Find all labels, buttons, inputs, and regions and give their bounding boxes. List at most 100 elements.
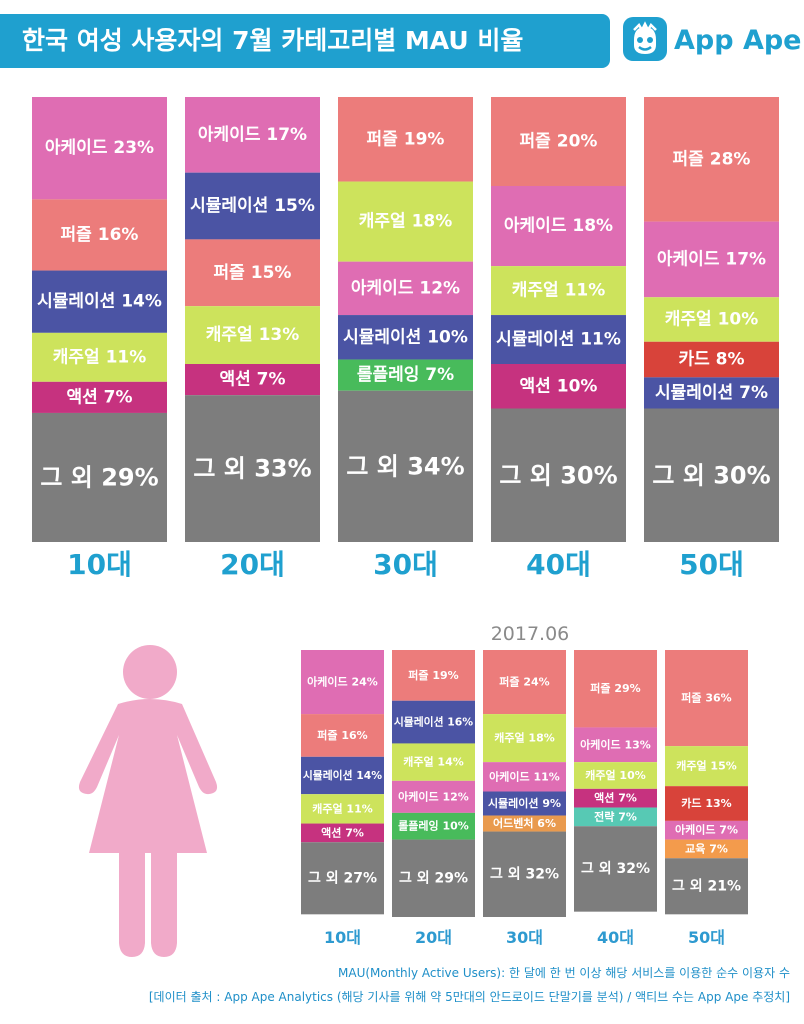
app-ape-logo-icon bbox=[623, 17, 667, 61]
age-group-label: 10대 bbox=[67, 548, 132, 581]
bar-segment-puzzle bbox=[644, 97, 779, 222]
bar-segment-action bbox=[301, 823, 384, 843]
bar-segment-arcade bbox=[392, 780, 475, 813]
bar-segment-puzzle bbox=[574, 650, 657, 728]
bar-segment-simulation bbox=[32, 270, 167, 333]
segment-label-other: 그 외 34% bbox=[346, 452, 464, 480]
bar-segment-puzzle bbox=[491, 97, 626, 186]
bar-segment-card bbox=[665, 786, 748, 821]
segment-label-puzzle: 퍼즐 16% bbox=[61, 225, 139, 245]
segment-label-casual: 캐주얼 18% bbox=[494, 731, 555, 745]
segment-label-puzzle: 퍼즐 19% bbox=[408, 668, 458, 682]
segment-label-puzzle: 퍼즐 15% bbox=[214, 263, 292, 283]
bar-segment-arcade bbox=[32, 97, 167, 200]
segment-label-casual: 캐주얼 11% bbox=[53, 347, 147, 367]
segment-label-puzzle: 퍼즐 28% bbox=[673, 149, 751, 169]
bar-segment-puzzle bbox=[483, 650, 566, 715]
june-stacked-bar-chart: 2017.06 아케이드 24% 퍼즐 16% 시뮬레이션 14% 캐주얼 11% 액션… bbox=[301, 623, 748, 947]
age-group-label: 30대 bbox=[506, 928, 543, 947]
age-group-label: 30대 bbox=[373, 548, 438, 581]
segment-label-puzzle: 퍼즐 19% bbox=[367, 129, 445, 149]
bar-segment-arcade bbox=[665, 820, 748, 840]
segment-label-card: 카드 8% bbox=[678, 350, 744, 370]
bar-segment-arcade bbox=[644, 221, 779, 298]
mau-definition-footnote: MAU(Monthly Active Users): 한 달에 한 번 이상 해… bbox=[338, 966, 790, 980]
segment-label-action: 액션 10% bbox=[520, 376, 598, 396]
segment-label-arcade: 아케이드 12% bbox=[351, 278, 460, 298]
bar-segment-simulation bbox=[491, 315, 626, 364]
bar-segment-casual bbox=[665, 746, 748, 787]
segment-label-arcade: 아케이드 23% bbox=[45, 138, 154, 158]
bar-segment-arcade bbox=[185, 97, 320, 173]
bar-segment-puzzle bbox=[301, 714, 384, 757]
page-title: 한국 여성 사용자의 7월 카테고리별 MAU 비율 bbox=[22, 26, 524, 55]
segment-label-action: 액션 7% bbox=[321, 826, 364, 839]
bar-segment-simulation bbox=[483, 791, 566, 816]
segment-label-simulation: 시뮬레이션 14% bbox=[37, 292, 162, 312]
bar-segment-puzzle bbox=[392, 650, 475, 701]
segment-label-other: 그 외 32% bbox=[490, 865, 559, 882]
bar-segment-other bbox=[644, 408, 779, 542]
brand-name: App Ape bbox=[674, 25, 802, 56]
bar-segment-simulation bbox=[185, 172, 320, 240]
bar-segment-simulation bbox=[392, 700, 475, 744]
bar-segment-education bbox=[665, 839, 748, 859]
segment-label-simulation: 시뮬레이션 14% bbox=[303, 768, 382, 782]
age-group-label: 40대 bbox=[597, 928, 634, 947]
segment-label-arcade: 아케이드 7% bbox=[675, 823, 738, 837]
bar-segment-other bbox=[491, 408, 626, 542]
segment-label-other: 그 외 33% bbox=[193, 455, 311, 483]
segment-label-other: 그 외 21% bbox=[672, 877, 741, 894]
bar-segment-other bbox=[665, 858, 748, 915]
bar-segment-strategy bbox=[574, 807, 657, 827]
segment-label-strategy: 전략 7% bbox=[594, 809, 637, 823]
brand-logo: App Ape bbox=[622, 16, 802, 66]
title-bar: 한국 여성 사용자의 7월 카테고리별 MAU 비율 bbox=[0, 14, 610, 68]
bar-segment-card bbox=[644, 341, 779, 378]
bar-segment-simulation bbox=[644, 377, 779, 409]
segment-label-action: 액션 7% bbox=[219, 370, 285, 390]
age-group-label: 40대 bbox=[526, 548, 591, 581]
bar-segment-puzzle bbox=[32, 199, 167, 271]
segment-label-action: 액션 7% bbox=[594, 792, 637, 805]
bar-segment-casual bbox=[301, 794, 384, 824]
segment-label-puzzle: 퍼즐 16% bbox=[317, 728, 367, 742]
bar-segment-arcade bbox=[338, 261, 473, 316]
june-chart-title: 2017.06 bbox=[491, 623, 570, 645]
bar-segment-casual bbox=[574, 762, 657, 789]
bar-segment-other bbox=[392, 839, 475, 917]
bar-segment-simulation bbox=[301, 756, 384, 795]
bar-segment-roleplaying bbox=[392, 812, 475, 840]
segment-label-education: 교육 7% bbox=[685, 842, 728, 855]
bar-segment-casual bbox=[32, 332, 167, 382]
bar-segment-action bbox=[491, 364, 626, 409]
segment-label-casual: 캐주얼 11% bbox=[512, 281, 606, 301]
segment-label-roleplaying: 롤플레잉 10% bbox=[398, 819, 469, 833]
bar-segment-arcade bbox=[574, 727, 657, 763]
segment-label-other: 그 외 30% bbox=[652, 461, 770, 489]
segment-label-casual: 캐주얼 15% bbox=[676, 759, 737, 773]
segment-label-other: 그 외 30% bbox=[499, 461, 617, 489]
age-group-label: 50대 bbox=[688, 928, 725, 947]
segment-label-simulation: 시뮬레이션 15% bbox=[190, 196, 315, 216]
segment-label-action: 액션 7% bbox=[66, 387, 132, 407]
segment-label-simulation: 시뮬레이션 10% bbox=[343, 327, 468, 347]
bar-segment-other bbox=[574, 826, 657, 912]
age-group-label: 10대 bbox=[324, 928, 361, 947]
bar-segment-puzzle bbox=[665, 650, 748, 747]
bar-segment-other bbox=[338, 390, 473, 542]
bar-segment-other bbox=[301, 842, 384, 915]
bar-segment-arcade bbox=[491, 186, 626, 267]
data-source-footnote: [데이터 출처 : App Ape Analytics (해당 기사를 위해 약… bbox=[148, 990, 790, 1004]
bar-segment-action bbox=[574, 788, 657, 808]
segment-label-casual: 캐주얼 10% bbox=[665, 310, 759, 330]
segment-label-casual: 캐주얼 18% bbox=[359, 212, 453, 232]
segment-label-other: 그 외 32% bbox=[581, 860, 650, 877]
bar-segment-casual bbox=[185, 306, 320, 364]
segment-label-casual: 캐주얼 11% bbox=[312, 801, 373, 815]
bar-segment-other bbox=[483, 831, 566, 917]
bar-segment-casual bbox=[644, 297, 779, 342]
segment-label-roleplaying: 롤플레잉 7% bbox=[357, 365, 454, 385]
segment-label-casual: 캐주얼 14% bbox=[403, 755, 464, 769]
